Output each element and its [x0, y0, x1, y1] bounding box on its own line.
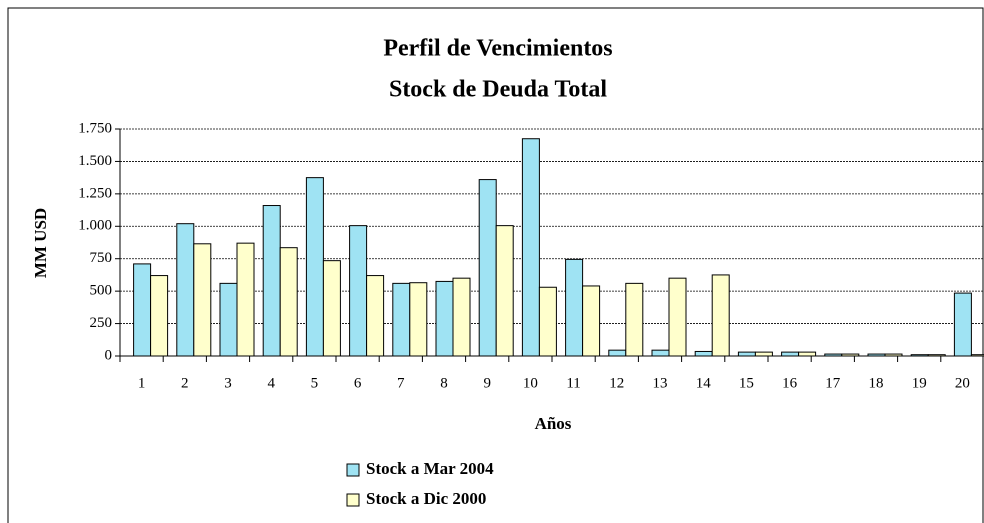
bar — [668, 277, 687, 357]
chart-title: Perfil de Vencimientos — [383, 36, 612, 62]
bar — [305, 177, 324, 357]
x-tick-label: 11 — [566, 375, 580, 391]
bar — [409, 282, 428, 357]
x-tick-label: 12 — [609, 375, 624, 391]
bar — [754, 351, 773, 357]
x-tick-label: 5 — [311, 375, 319, 391]
bar — [625, 282, 644, 357]
bar — [651, 349, 670, 357]
legend-swatch — [346, 493, 360, 507]
legend-label: Stock a Dic 2000 — [366, 489, 486, 508]
x-tick-label: 20 — [955, 375, 970, 391]
x-tick-label: 3 — [224, 375, 232, 391]
x-tick-label: 17 — [825, 375, 841, 391]
x-tick-label: 19 — [912, 375, 927, 391]
y-tick-label: 750 — [90, 250, 113, 266]
bar — [262, 205, 281, 357]
x-tick-label: 9 — [483, 375, 491, 391]
bar — [279, 247, 298, 357]
x-tick-label: 18 — [869, 375, 884, 391]
bar — [322, 260, 341, 357]
y-tick-label: 1.000 — [78, 218, 112, 234]
x-tick-label: 16 — [782, 375, 798, 391]
chart-subtitle: Stock de Deuda Total — [389, 77, 607, 103]
bar — [176, 223, 195, 357]
y-tick-label: 1.750 — [78, 120, 112, 136]
bar — [236, 242, 255, 357]
x-tick-label: 13 — [653, 375, 668, 391]
bar — [392, 282, 411, 357]
x-tick-label: 6 — [354, 375, 362, 391]
y-tick-label: 1.500 — [78, 153, 112, 169]
y-tick-label: 1.250 — [78, 185, 112, 201]
bar — [538, 286, 557, 357]
x-tick-label: 1 — [138, 375, 146, 391]
bar — [495, 225, 514, 357]
x-tick-label: 4 — [267, 375, 275, 391]
x-tick-label: 15 — [739, 375, 754, 391]
y-tick-label: 500 — [90, 283, 113, 299]
x-tick-label: 10 — [523, 375, 538, 391]
bar — [694, 350, 713, 357]
bar — [478, 179, 497, 357]
legend-swatch — [346, 463, 360, 477]
bar — [582, 285, 601, 357]
bar — [452, 277, 471, 357]
bar — [737, 351, 756, 357]
bar — [953, 292, 972, 357]
bar — [608, 349, 627, 357]
bar — [711, 274, 730, 357]
x-axis-label: Años — [535, 414, 572, 433]
bar — [349, 225, 368, 357]
bar — [798, 351, 817, 357]
x-tick-label: 8 — [440, 375, 448, 391]
bar — [565, 258, 584, 357]
legend-label: Stock a Mar 2004 — [366, 459, 494, 478]
bar — [193, 243, 212, 357]
x-tick-label: 7 — [397, 375, 405, 391]
bar — [150, 275, 169, 357]
bar — [781, 351, 800, 357]
y-axis-label: MM USD — [31, 208, 50, 278]
x-tick-label: 14 — [696, 375, 712, 391]
bar — [435, 280, 454, 357]
bar — [219, 282, 238, 357]
x-tick-label: 2 — [181, 375, 189, 391]
bar — [133, 263, 152, 357]
bar — [521, 138, 540, 357]
y-tick-label: 250 — [90, 315, 113, 331]
bar — [366, 275, 385, 357]
y-tick-label: 0 — [105, 347, 113, 363]
